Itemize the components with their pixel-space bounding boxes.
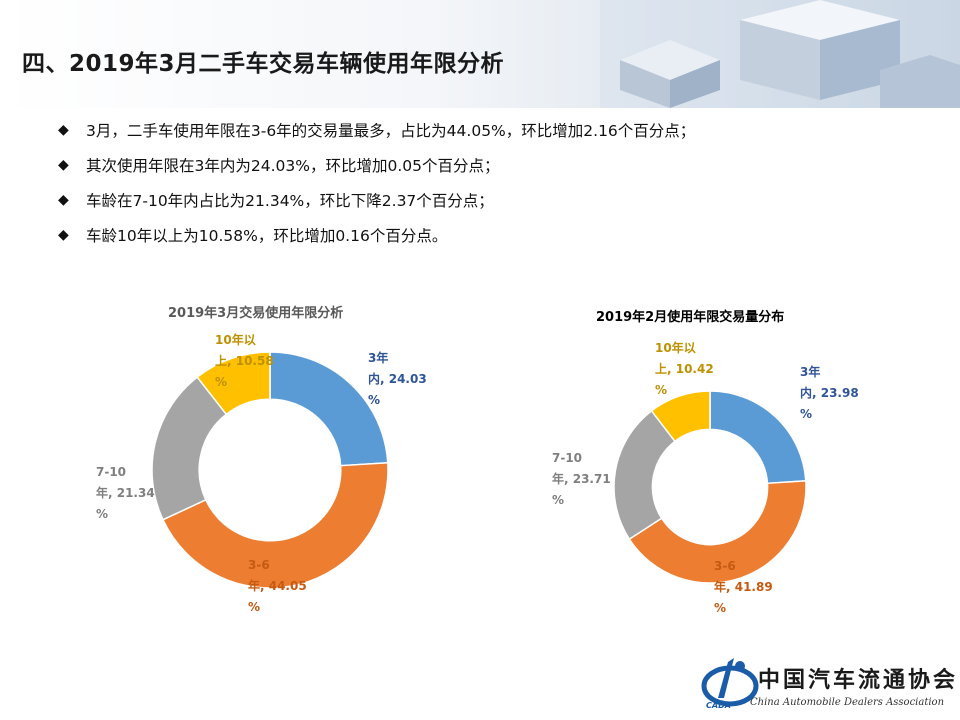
diamond-bullet-icon: ◆ (58, 156, 69, 173)
diamond-bullet-icon: ◆ (58, 226, 69, 243)
diamond-bullet-icon: ◆ (58, 121, 69, 138)
slice-label-7to10: 7-10 年, 23.71 % (552, 451, 611, 507)
chart-title-february: 2019年2月使用年限交易量分布 (596, 310, 785, 325)
header-band: 四、2019年3月二手车交易车辆使用年限分析 (0, 0, 960, 108)
slice-over10 (650, 390, 711, 443)
bullet-item: ◆ 车龄在7-10年内占比为21.34%，环比下降2.37个百分点； (58, 182, 938, 217)
slice-label-over10: 10年以 上, 10.42 % (655, 341, 714, 397)
slice-label-7to10: 7-10 年, 21.34 % (96, 465, 155, 521)
slice-within3 (709, 390, 807, 485)
chart-title-march: 2019年3月交易使用年限分析 (168, 306, 344, 321)
logo-name: 中国汽车流通协会 (758, 667, 959, 693)
slice-over10 (196, 351, 271, 416)
bullet-item: ◆ 3月，二手车使用年限在3-6年的交易量最多，占比为44.05%，环比增加2.… (58, 112, 938, 147)
diamond-bullet-icon: ◆ (58, 191, 69, 208)
slice-label-over10: 10年以 上, 10.58 % (215, 333, 274, 389)
bullet-item: ◆ 车龄10年以上为10.58%，环比增加0.16个百分点。 (58, 217, 938, 252)
slice-3to6 (628, 480, 807, 584)
slice-label-3to6: 3-6 年, 41.89 % (714, 559, 773, 615)
decorative-cubes (600, 0, 960, 108)
bullet-text: 车龄10年以上为10.58%，环比增加0.16个百分点。 (86, 226, 448, 245)
bullet-text: 其次使用年限在3年内为24.03%，环比增加0.05个百分点； (86, 156, 500, 175)
cada-logo (701, 658, 759, 707)
donut-chart-february (613, 390, 807, 584)
bullet-text: 车龄在7-10年内占比为21.34%，环比下降2.37个百分点； (86, 191, 494, 210)
bullet-item: ◆ 其次使用年限在3年内为24.03%，环比增加0.05个百分点； (58, 147, 938, 182)
bullet-list: ◆ 3月，二手车使用年限在3-6年的交易量最多，占比为44.05%，环比增加2.… (58, 112, 938, 252)
donut-chart-march (151, 351, 389, 589)
slice-label-3to6: 3-6 年, 44.05 % (248, 558, 307, 614)
page-title: 四、2019年3月二手车交易车辆使用年限分析 (22, 51, 505, 77)
bullet-text: 3月，二手车使用年限在3-6年的交易量最多，占比为44.05%，环比增加2.16… (86, 121, 696, 140)
slice-3to6 (161, 462, 389, 589)
logo-abbr: CADA (706, 701, 731, 710)
slice-label-within3: 3年 内, 23.98 % (800, 365, 859, 421)
slice-label-within3: 3年 内, 24.03 % (368, 351, 427, 407)
logo-english: China Automobile Dealers Association (750, 697, 945, 708)
